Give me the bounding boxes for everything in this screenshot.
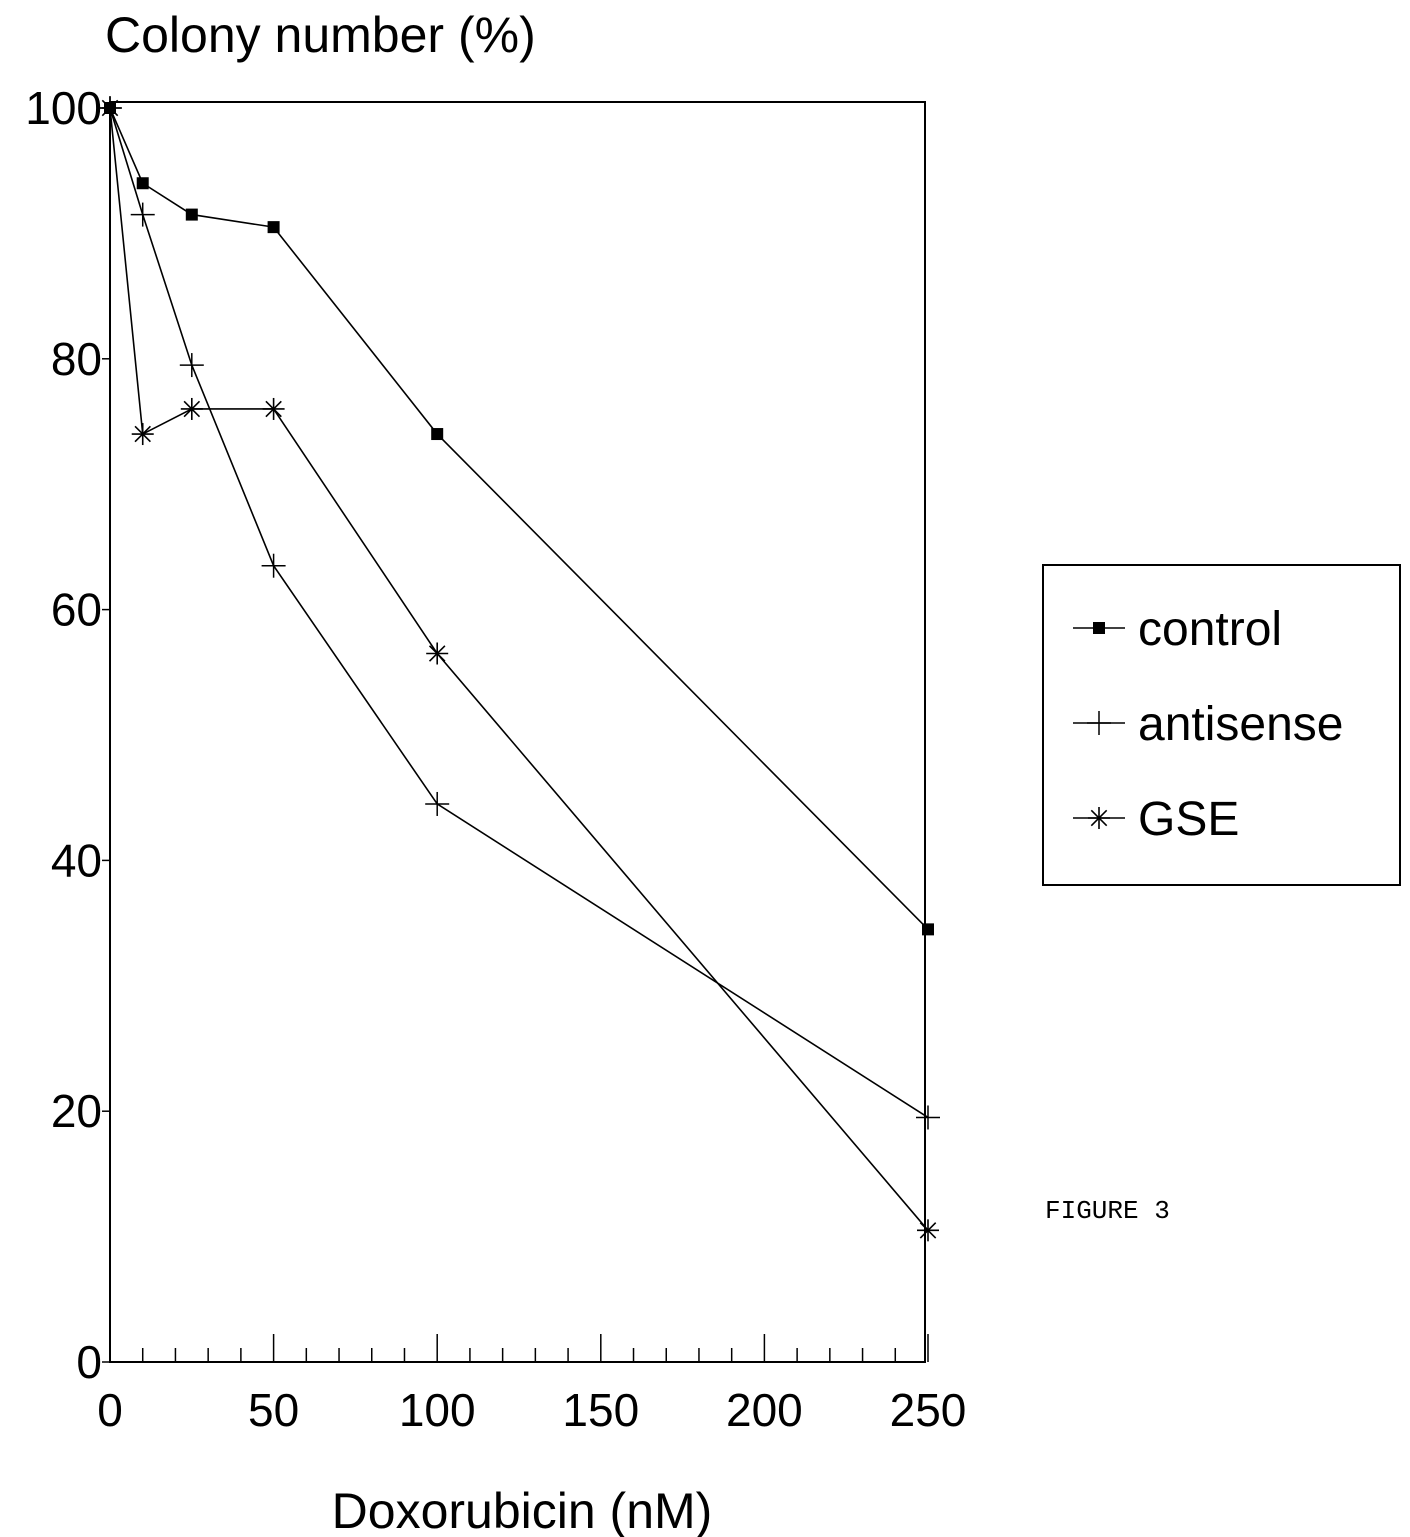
legend-item-antisense: antisense bbox=[1073, 698, 1343, 751]
y-tick-label: 40 bbox=[51, 834, 102, 886]
x-axis-title: Doxorubicin (nM) bbox=[332, 1483, 713, 1537]
y-tick-label: 0 bbox=[76, 1336, 102, 1388]
legend-box bbox=[1042, 564, 1401, 886]
data-point-GSE bbox=[131, 423, 154, 446]
y-tick-label: 100 bbox=[25, 82, 102, 134]
data-point-control bbox=[922, 923, 934, 936]
data-point-antisense bbox=[261, 553, 286, 578]
series-line-GSE bbox=[109, 107, 929, 1231]
x-tick-label: 100 bbox=[399, 1384, 476, 1436]
series-control bbox=[104, 102, 934, 936]
x-tick-label: 50 bbox=[248, 1384, 299, 1436]
x-tick-label: 200 bbox=[726, 1384, 803, 1436]
data-point-GSE bbox=[262, 397, 285, 420]
data-point-GSE bbox=[180, 397, 203, 420]
legend-item-GSE: GSE bbox=[1073, 793, 1239, 846]
data-point-control bbox=[267, 221, 280, 234]
data-point-antisense bbox=[916, 1105, 940, 1130]
y-tick-label: 20 bbox=[51, 1085, 102, 1137]
series-line-control bbox=[109, 107, 929, 930]
y-axis-ticks: 0 20 40 60 80 100 bbox=[25, 82, 110, 1388]
data-point-control bbox=[185, 208, 198, 221]
series-antisense bbox=[98, 96, 940, 1130]
figure-caption: FIGURE 3 bbox=[1045, 1196, 1170, 1226]
data-point-control bbox=[136, 177, 149, 190]
data-point-antisense bbox=[130, 202, 155, 227]
legend-item-control: control bbox=[1073, 603, 1282, 656]
legend-swatch-marker bbox=[1088, 807, 1110, 829]
data-point-GSE bbox=[99, 97, 121, 119]
plot-frame bbox=[109, 101, 926, 1363]
legend-label: control bbox=[1138, 603, 1282, 656]
minor-ticks bbox=[141, 1348, 897, 1362]
legend-label: GSE bbox=[1138, 793, 1239, 846]
legend: control antisense GSE bbox=[1042, 564, 1401, 886]
legend-swatch-marker bbox=[1087, 711, 1111, 735]
data-point-GSE bbox=[917, 1219, 939, 1242]
data-point-GSE bbox=[426, 642, 449, 665]
series-line-antisense bbox=[109, 107, 929, 1119]
y-tick-label: 80 bbox=[51, 333, 102, 385]
series-layer bbox=[98, 96, 940, 1242]
y-tick-label: 60 bbox=[51, 584, 102, 636]
data-point-antisense bbox=[425, 791, 450, 816]
legend-items: control antisense GSE bbox=[1073, 603, 1343, 846]
x-tick-label: 0 bbox=[97, 1384, 123, 1436]
x-tick-label: 150 bbox=[562, 1384, 639, 1436]
x-axis-ticks: 0 50 100 150 200 250 bbox=[97, 1334, 966, 1436]
legend-label: antisense bbox=[1138, 698, 1343, 751]
data-point-control bbox=[431, 428, 444, 441]
series-GSE bbox=[99, 97, 939, 1242]
y-axis-title: Colony number (%) bbox=[105, 7, 536, 63]
legend-swatch-marker bbox=[1093, 622, 1105, 634]
x-tick-label: 250 bbox=[890, 1384, 967, 1436]
data-point-antisense bbox=[179, 353, 204, 378]
